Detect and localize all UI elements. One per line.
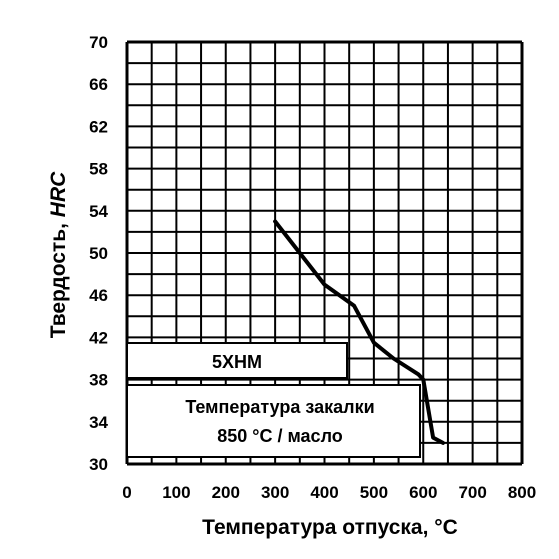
- x-tick-label: 0: [122, 483, 131, 502]
- steel-grade-label: 5ХНМ: [212, 352, 262, 372]
- x-tick-label: 500: [360, 483, 388, 502]
- x-tick-label: 400: [310, 483, 338, 502]
- y-tick-label: 34: [89, 413, 108, 432]
- chart-grid: [125, 40, 524, 466]
- y-axis-title-unit: HRC: [47, 171, 70, 217]
- y-tick-label: 50: [89, 244, 108, 263]
- y-tick-label: 42: [89, 328, 108, 347]
- quench-box: [126, 384, 421, 458]
- quench-label-line2: 850 °С / масло: [217, 426, 343, 446]
- y-tick-label: 54: [89, 202, 108, 221]
- steel-grade-box: [126, 342, 348, 379]
- x-tick-label: 600: [409, 483, 437, 502]
- y-tick-label: 58: [89, 160, 108, 179]
- y-tick-label: 30: [89, 455, 108, 474]
- y-tick-label: 70: [89, 33, 108, 52]
- quench-label-line1: Температура закалки: [185, 397, 374, 417]
- y-tick-labels: 30 34 38 42 46 50 54 58 62 66 70: [89, 33, 108, 474]
- y-axis-title-prefix: Твердость,: [47, 217, 70, 338]
- series-layer: [273, 219, 445, 445]
- y-axis-title: Твердость, HRC: [47, 171, 70, 338]
- x-tick-label: 800: [508, 483, 536, 502]
- y-tick-label: 62: [89, 117, 108, 136]
- x-tick-label: 100: [162, 483, 190, 502]
- x-tick-labels: 0 100 200 300 400 500 600 700 800: [122, 483, 536, 502]
- x-tick-label: 700: [458, 483, 486, 502]
- y-tick-label: 38: [89, 371, 108, 390]
- x-axis-title: Температура отпуска, °C: [202, 516, 458, 539]
- hardness-series-line: [273, 219, 445, 445]
- y-tick-label: 46: [89, 286, 108, 305]
- y-tick-label: 66: [89, 75, 108, 94]
- x-tick-label: 300: [261, 483, 289, 502]
- x-tick-label: 200: [212, 483, 240, 502]
